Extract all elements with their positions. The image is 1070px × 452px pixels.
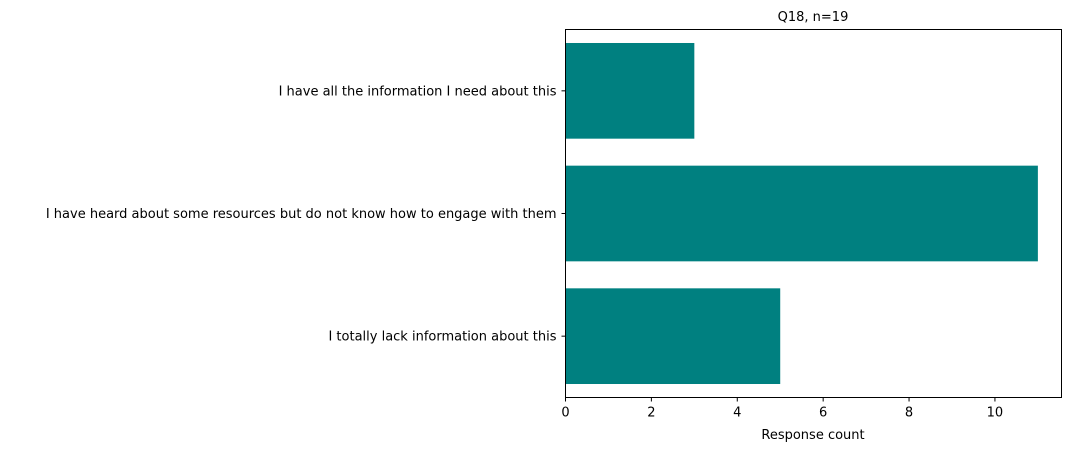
x-tick-label: 4 (733, 406, 741, 421)
y-tick-label: I have all the information I need about … (279, 84, 557, 99)
x-tick-label: 6 (819, 406, 827, 421)
x-tick-label: 8 (905, 406, 913, 421)
plot-frame (565, 29, 1062, 398)
bar (565, 165, 1038, 262)
bar (565, 42, 695, 139)
x-tick-label: 10 (987, 406, 1004, 421)
y-tick-label: I have heard about some resources but do… (46, 207, 557, 222)
x-axis-label: Response count (761, 428, 864, 443)
bar (565, 288, 781, 385)
bars-group (565, 42, 1038, 385)
x-tick-label: 0 (561, 406, 569, 421)
chart-title: Q18, n=19 (778, 10, 849, 25)
x-axis-ticks: 0 2 4 6 8 10 (561, 397, 1004, 421)
x-tick-label: 2 (647, 406, 655, 421)
y-tick-label: I totally lack information about this (328, 330, 556, 345)
y-axis-ticks: I have all the information I need about … (46, 84, 566, 345)
